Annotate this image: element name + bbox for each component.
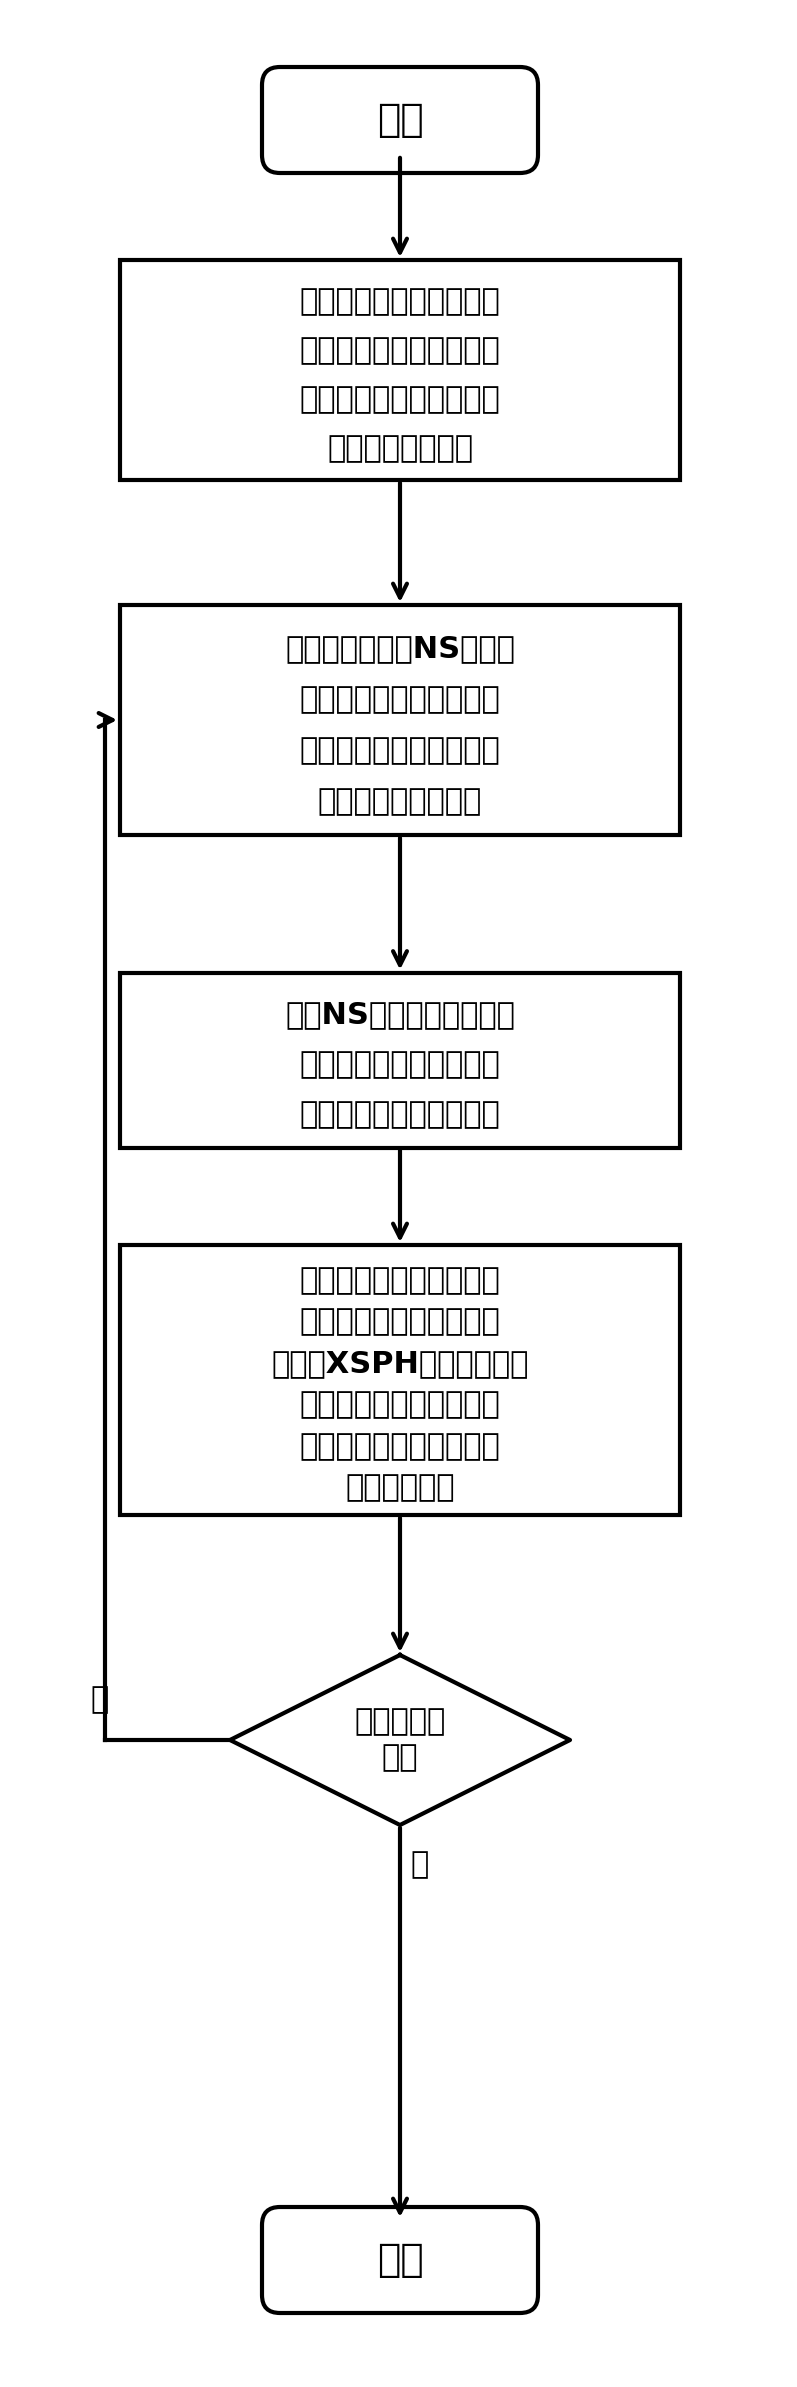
Text: 结束: 结束 (377, 2241, 423, 2280)
Text: 为运行程序做准备: 为运行程序做准备 (327, 434, 473, 463)
Text: 是: 是 (411, 1850, 429, 1879)
Text: 开始: 开始 (377, 100, 423, 138)
Text: 根据NS方程更新所有粒子: 根据NS方程更新所有粒子 (285, 1000, 515, 1029)
Text: 以防止粒子相互渗透，根: 以防止粒子相互渗透，根 (300, 1389, 501, 1420)
Polygon shape (230, 1654, 570, 1826)
Text: 碰撞后的位置: 碰撞后的位置 (345, 1473, 455, 1501)
Text: 度以防止数值上的不稳定: 度以防止数值上的不稳定 (300, 1100, 501, 1129)
FancyBboxPatch shape (262, 2208, 538, 2313)
Bar (120, 1246, 680, 1516)
Text: 根据现实中的物理量，初: 根据现实中的物理量，初 (300, 286, 501, 315)
Bar (120, 260, 680, 480)
Text: 对所有粒子使用蛙跳格式: 对所有粒子使用蛙跳格式 (300, 1265, 501, 1294)
Text: 不同项，即每个粒子的速: 不同项，即每个粒子的速 (300, 685, 501, 714)
Text: ，使用XSPH校正粒子速度: ，使用XSPH校正粒子速度 (271, 1349, 528, 1377)
Text: 更新粒子速度和粒子密度: 更新粒子速度和粒子密度 (300, 1308, 501, 1337)
Text: 达到时间上: 达到时间上 (355, 1707, 446, 1735)
Text: 据速度更新粒子经过最后: 据速度更新粒子经过最后 (300, 1432, 501, 1461)
FancyBboxPatch shape (262, 67, 538, 172)
Text: 度梯度、变形张量率、密: 度梯度、变形张量率、密 (300, 735, 501, 766)
Text: 始化粒子的位置、速度、: 始化粒子的位置、速度、 (300, 337, 501, 365)
Text: 质量、体积等基本信息，: 质量、体积等基本信息， (300, 384, 501, 413)
Text: 度微分、压力、粘度: 度微分、压力、粘度 (318, 788, 482, 816)
Text: 对所有粒子更新NS方程的: 对所有粒子更新NS方程的 (285, 635, 515, 664)
Bar (120, 972, 680, 1148)
Bar (120, 604, 680, 835)
Text: 的加速度，并加入人工粘: 的加速度，并加入人工粘 (300, 1050, 501, 1079)
Text: 限？: 限？ (382, 1743, 418, 1774)
Text: 否: 否 (91, 1685, 109, 1714)
